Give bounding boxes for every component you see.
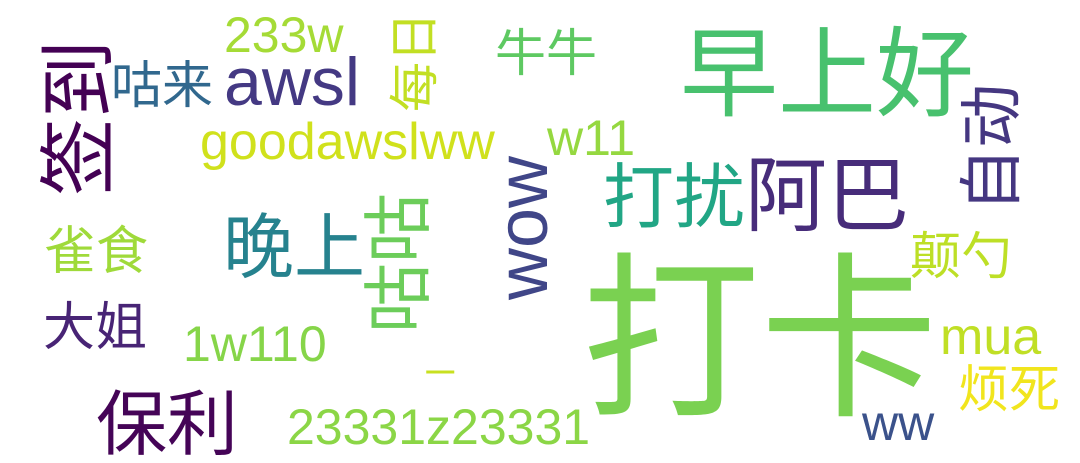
word-ww: ww (862, 395, 935, 451)
word-23331z23331: 23331z23331 (287, 399, 591, 455)
vertical-word-slot: 签到 (35, 39, 123, 197)
word-dianshao: 颠勺 (910, 228, 1013, 285)
word-qiandao: 签到 (35, 39, 123, 197)
word-dajie: 大姐 (43, 299, 148, 357)
word-wanshang: 晚上 (223, 209, 366, 288)
word-underscore: _ (427, 322, 454, 375)
word-gugu: 咕咕 (360, 193, 438, 333)
word-gulai: 咕来 (111, 57, 214, 114)
word-zidong: 自动 (956, 84, 1028, 212)
word-aba: 阿巴 (745, 151, 910, 242)
vertical-word-slot: wow (483, 155, 563, 301)
word-goodawslww: goodawslww (200, 113, 495, 171)
word-meiri: 每日 (387, 12, 443, 112)
vertical-word-slot: 每日 (387, 12, 443, 112)
vertical-word-slot: 自动 (956, 84, 1028, 212)
word-w11: w11 (547, 110, 636, 166)
word-awsl: awsl (224, 44, 361, 120)
word-wow: wow (483, 155, 563, 301)
word-mua: mua (940, 308, 1042, 366)
vertical-word-slot: 咕咕 (360, 193, 438, 333)
word-1w110: 1w110 (183, 316, 327, 372)
word-daka: 打卡 (582, 241, 938, 440)
word-zaoshanghao: 早上好 (680, 19, 975, 129)
word-baoli: 保利 (96, 386, 239, 463)
word-niuniu: 牛牛 (495, 25, 598, 82)
word-233w: 233w (224, 7, 344, 63)
word-queshi: 雀食 (44, 223, 149, 281)
word-fansi: 烦死 (958, 361, 1061, 418)
word-darao: 打扰 (603, 159, 746, 238)
